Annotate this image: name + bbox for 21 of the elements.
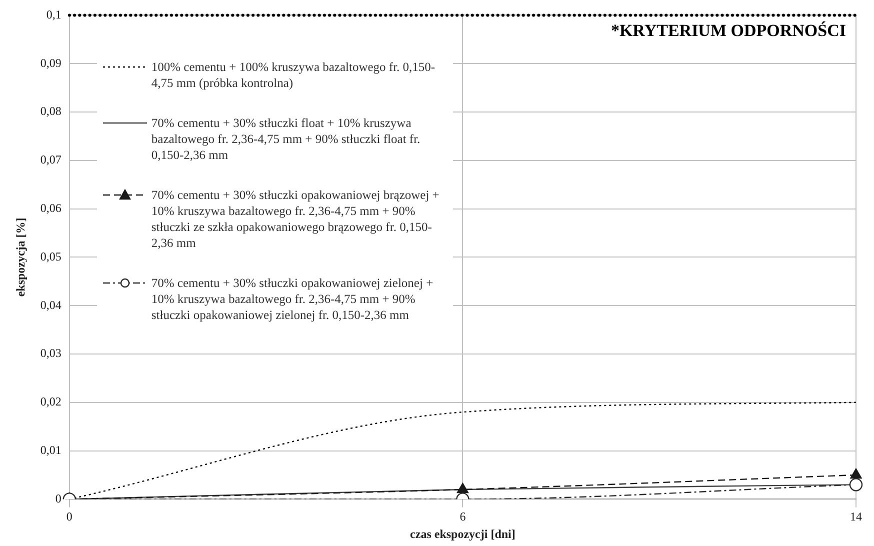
x-tick-label: 0 [66,510,72,524]
y-tick-label: 0,09 [40,56,62,70]
y-axis-title: ekspozycja [%] [13,218,28,297]
y-tick-label: 0,08 [40,104,62,118]
legend-label: 70% cementu + 30% stłuczki opakowaniowej brązowej + 10% kruszywa bazaltowego fr. 2,36-4,75 mm + 90% stłuczki ze szkła opakowaniowego brązowego fr. 0,150-2,36 mm [151,187,440,252]
y-tick-label: 0 [55,491,62,506]
y-tick-label: 0,07 [40,152,62,167]
y-tick-label: 0,02 [40,394,62,409]
legend-label: 70% cementu + 30% stłuczki opakowaniowej zielonej + 10% kruszywa bazaltowego fr. 2,36-4,75 mm + 90% stłuczki opakowaniowej zielonej fr. 0,150-2,36 mm [151,275,434,324]
legend-label: 70% cementu + 30% stłuczki float + 10% kruszywa bazaltowego fr. 2,36-4,75 mm + 90% stłuczki float fr. 0,150-2,36 mm [151,115,422,164]
x-axis-title: czas ekspozycji [dni] [410,526,516,541]
x-tick-label: 14 [850,510,862,524]
y-tick-label: 0,1 [46,7,62,22]
x-tick-label: 6 [460,510,466,524]
y-tick-label: 0,04 [40,298,62,312]
y-tick-label: 0,06 [40,200,62,215]
legend-label: 100% cementu + 100% kruszywa bazaltowego fr. 0,150-4,75 mm (próbka kontrolna) [151,59,436,92]
ref-line-label: *KRYTERIUM ODPORNOŚCI [610,21,846,40]
y-tick-label: 0,05 [40,249,62,264]
y-tick-label: 0,01 [40,442,62,457]
y-tick-label: 0,03 [40,346,62,360]
